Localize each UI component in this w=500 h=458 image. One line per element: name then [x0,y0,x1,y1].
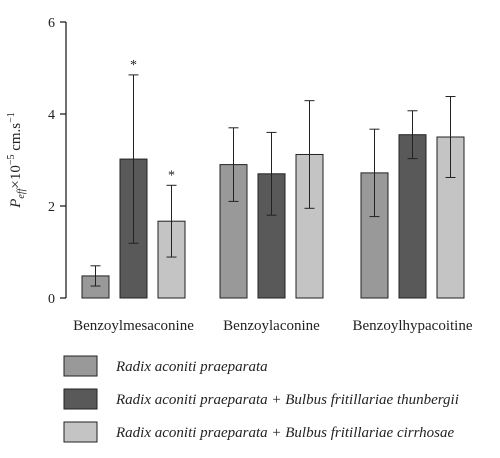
legend-label: Radix aconiti praeparata + Bulbus fritil… [115,392,459,408]
category-label: Benzoylaconine [223,318,320,334]
y-axis-label: Peff×10−5 cm.s−1 [6,112,27,209]
y-tick-label: 6 [48,16,55,31]
bars [81,134,465,299]
legend-label: Radix aconiti praeparata [115,359,268,375]
bar [398,134,427,299]
legend-swatch [63,388,98,410]
error-bars [90,74,456,287]
y-tick-labels: 0 2 4 6 [48,16,55,307]
significance-star: * [130,58,137,73]
legend: Radix aconiti praeparata Radix aconiti pr… [63,355,459,443]
axes [60,21,67,299]
legend-label: Radix aconiti praeparata + Bulbus fritil… [115,425,455,441]
significance-markers: ** [130,58,175,183]
legend-swatch [63,355,98,377]
y-tick-label: 2 [48,200,55,215]
y-tick-label: 4 [48,108,55,123]
y-tick-label: 0 [48,292,55,307]
category-label: Benzoylmesaconine [73,318,194,334]
category-labels: Benzoylmesaconine Benzoylaconine Benzoylhy… [73,318,473,334]
category-label: Benzoylhypacoitine [353,318,473,334]
significance-star: * [168,168,175,183]
legend-swatch [63,421,98,443]
